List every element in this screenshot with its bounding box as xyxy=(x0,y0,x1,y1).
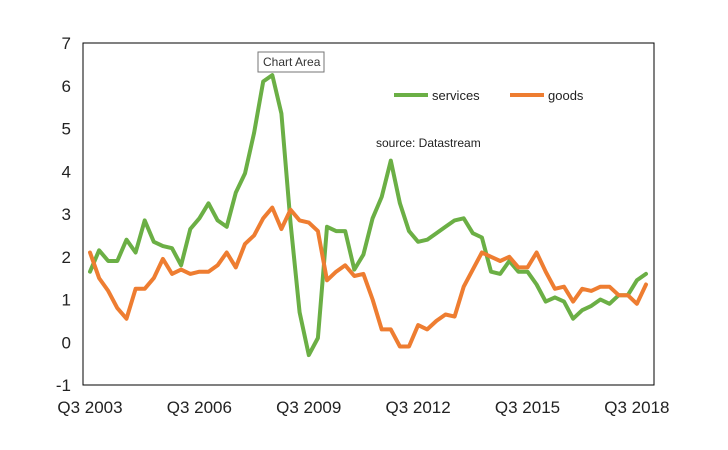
chart-area-tooltip: Chart Area xyxy=(257,51,325,73)
legend-goods-label: goods xyxy=(548,88,584,103)
series-line-goods xyxy=(88,205,648,349)
y-tick-label: -1 xyxy=(56,376,71,395)
y-tick-label: 3 xyxy=(62,205,71,224)
y-tick-label: 0 xyxy=(62,333,71,352)
y-tick-label: 6 xyxy=(62,77,71,96)
x-tick-label: Q3 2015 xyxy=(495,398,560,417)
series-lines xyxy=(88,73,648,358)
y-tick-label: 1 xyxy=(62,291,71,310)
series-line-services xyxy=(88,73,648,358)
y-axis-ticks: -1 0 1 2 3 4 5 6 7 xyxy=(56,34,71,395)
y-tick-label: 2 xyxy=(62,248,71,267)
legend: services goods xyxy=(394,88,584,103)
x-tick-label: Q3 2018 xyxy=(604,398,669,417)
x-tick-label: Q3 2003 xyxy=(57,398,122,417)
tooltip-text: Chart Area xyxy=(263,55,321,69)
y-tick-label: 4 xyxy=(62,162,71,181)
source-note: source: Datastream xyxy=(376,136,481,150)
x-tick-label: Q3 2009 xyxy=(276,398,341,417)
plot-area-border xyxy=(82,42,655,386)
x-axis-ticks: Q3 2003 Q3 2006 Q3 2009 Q3 2012 Q3 2015 Q3 20… xyxy=(57,398,669,417)
y-tick-label: 5 xyxy=(62,120,71,139)
y-tick-label: 7 xyxy=(62,34,71,53)
x-tick-label: Q3 2012 xyxy=(386,398,451,417)
x-tick-label: Q3 2006 xyxy=(167,398,232,417)
legend-services-label: services xyxy=(432,88,480,103)
